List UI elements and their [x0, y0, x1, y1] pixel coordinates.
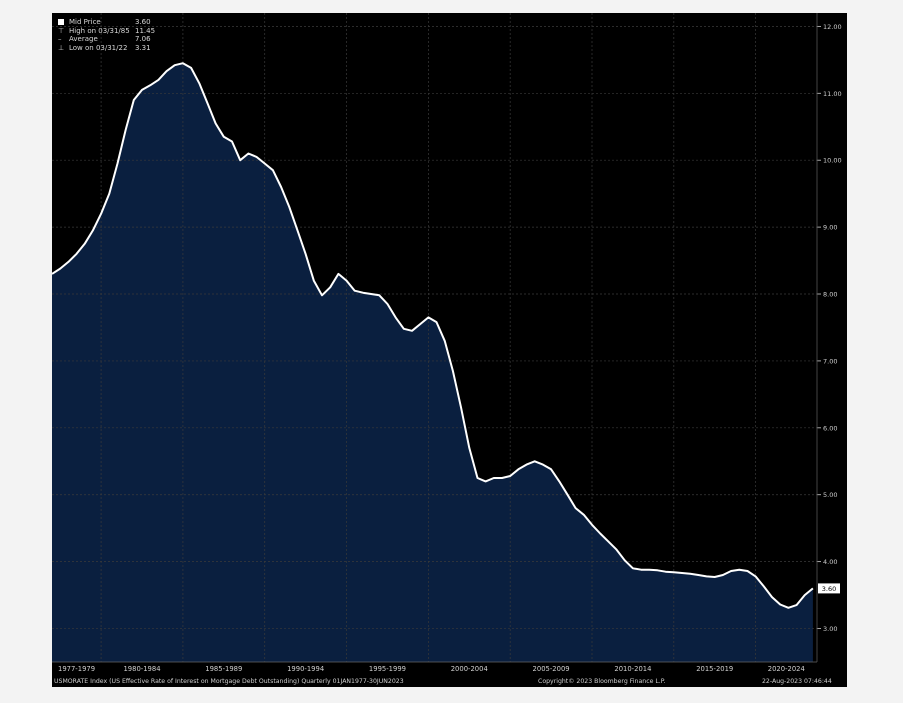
x-tick-label: 1990-1994	[287, 665, 324, 673]
series-area	[52, 63, 813, 662]
legend: Mid Price 3.60 ⊤ High on 03/31/85 11.45 …	[58, 18, 155, 52]
y-tick-label: 8.00	[823, 291, 837, 299]
mid-price-swatch-icon	[58, 19, 64, 25]
low-marker-icon: ⊥	[58, 43, 65, 52]
x-tick-label: 2020-2024	[768, 665, 805, 673]
average-marker-icon: –	[58, 35, 62, 43]
legend-row-average: – Average 7.06	[58, 35, 155, 44]
x-tick-label: 2015-2019	[696, 665, 733, 673]
y-tick-label: 7.00	[823, 357, 837, 365]
x-tick-label: 2005-2009	[533, 665, 570, 673]
y-tick-label: 4.00	[823, 558, 837, 566]
footer-timestamp: 22-Aug-2023 07:46:44	[762, 678, 832, 685]
legend-value: 7.06	[135, 35, 151, 43]
legend-value: 11.45	[135, 26, 156, 35]
x-tick-label: 1985-1989	[205, 665, 242, 673]
legend-value: 3.31	[135, 43, 151, 52]
legend-row-low: ⊥ Low on 03/31/22 3.31	[58, 44, 155, 53]
footer-index-text: USMORATE Index (US Effective Rate of Int…	[54, 678, 404, 685]
y-tick-label: 3.00	[823, 625, 837, 633]
y-tick-label: 11.00	[823, 90, 842, 98]
x-tick-label: 2000-2004	[451, 665, 488, 673]
legend-label: Low on 03/31/22	[69, 43, 128, 52]
x-tick-label: 2010-2014	[614, 665, 651, 673]
y-tick-label: 12.00	[823, 23, 842, 31]
y-tick-label: 6.00	[823, 424, 837, 432]
footer-bar: USMORATE Index (US Effective Rate of Int…	[52, 676, 847, 687]
series-line	[52, 62, 814, 609]
chart-panel: 3.00 4.00 5.00 6.00 7.00 8.00 9.00 10.00 11.00 12…	[52, 13, 847, 687]
chart-area: 3.00 4.00 5.00 6.00 7.00 8.00 9.00 10.00 11.00 12…	[52, 13, 842, 673]
high-marker-icon: ⊤	[58, 26, 65, 35]
last-value-tag	[818, 583, 840, 594]
y-tick-label: 10.00	[823, 157, 842, 165]
x-tick-label: 1977-1979	[58, 665, 95, 673]
legend-label: High on 03/31/85	[69, 26, 130, 35]
legend-label: Mid Price	[69, 18, 101, 26]
x-tick-label: 1995-1999	[369, 665, 406, 673]
last-value-label: 3.60	[822, 585, 836, 593]
legend-label: Average	[69, 35, 98, 43]
footer-copyright: Copyright© 2023 Bloomberg Finance L.P.	[538, 678, 666, 685]
y-tick-label: 5.00	[823, 491, 837, 499]
legend-row-mid-price: Mid Price 3.60	[58, 18, 155, 27]
legend-row-high: ⊤ High on 03/31/85 11.45	[58, 27, 155, 36]
legend-value: 3.60	[135, 18, 151, 26]
x-tick-label: 1980-1984	[123, 665, 160, 673]
y-tick-label: 9.00	[823, 224, 837, 232]
